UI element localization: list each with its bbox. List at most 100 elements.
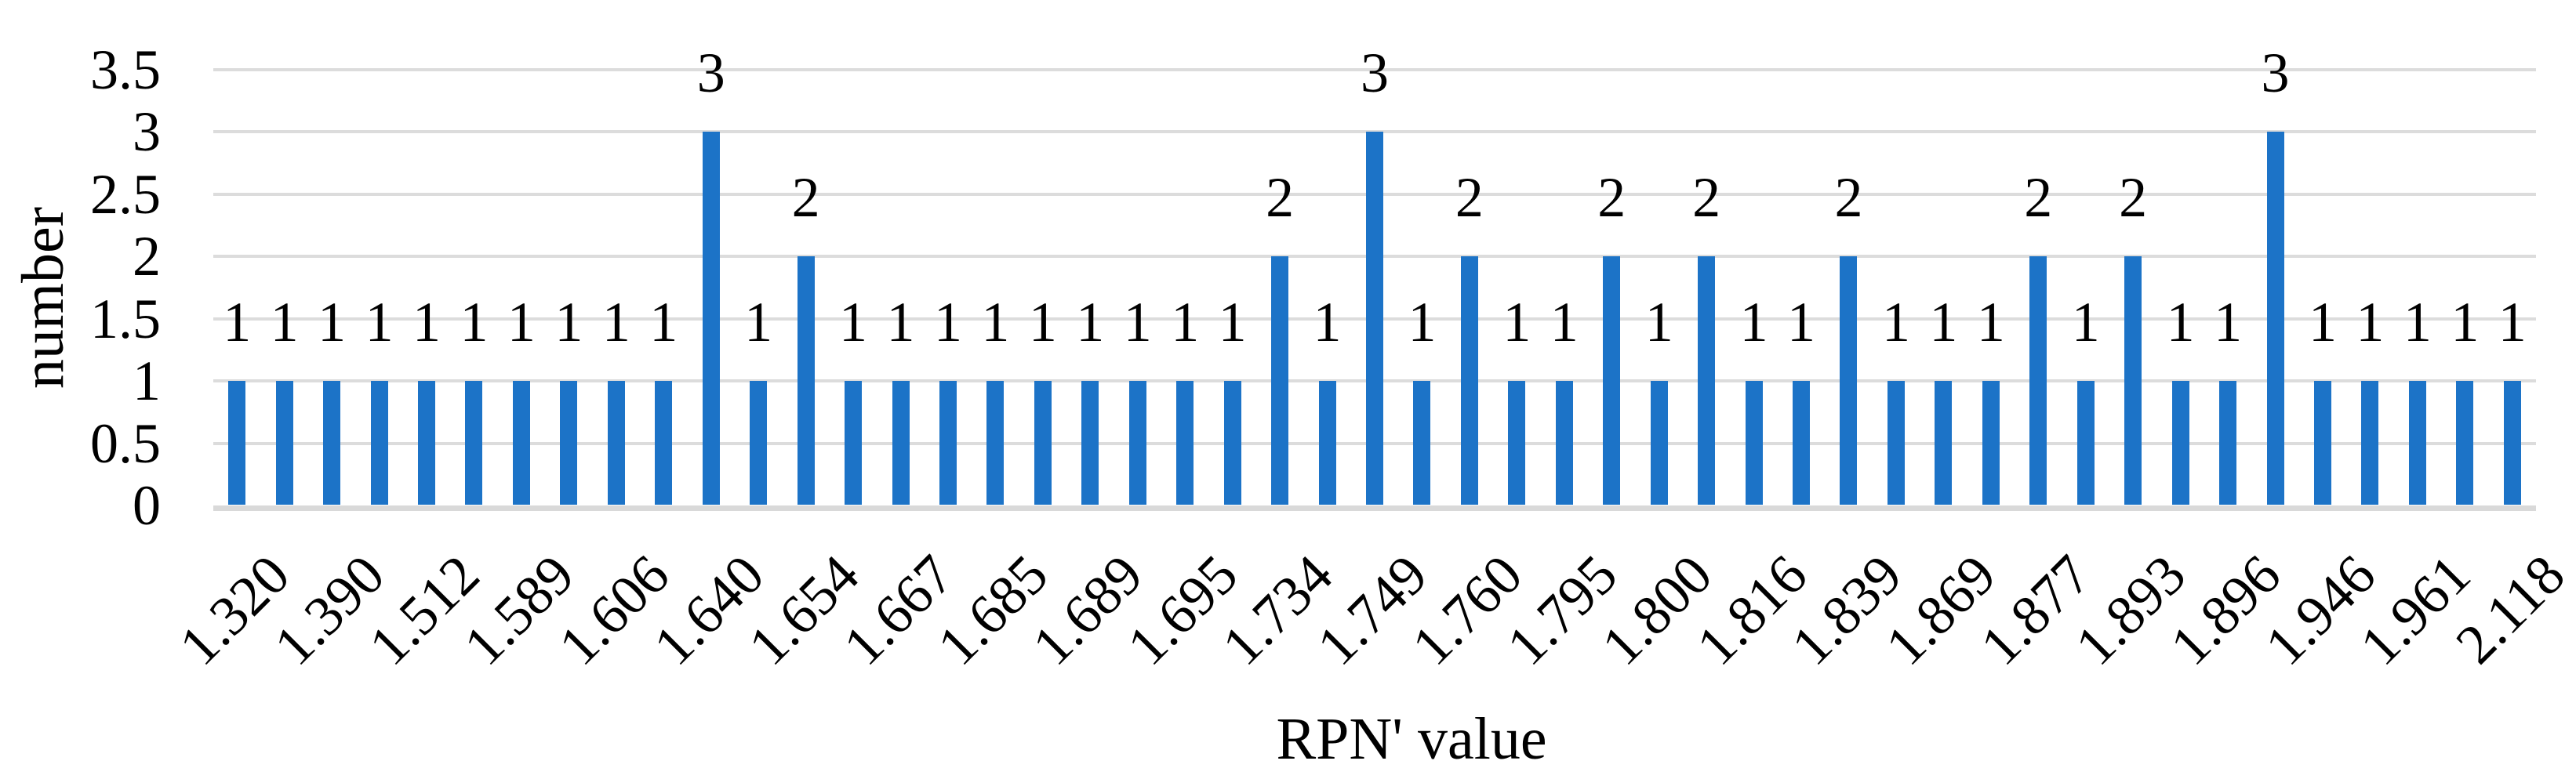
bar: [1413, 381, 1431, 505]
bar-value-label: 1: [412, 291, 441, 353]
bar: [1603, 256, 1621, 505]
bar: [1555, 381, 1573, 505]
bar-value-label: 2: [1455, 166, 1484, 229]
x-tick-label: 1.695: [1115, 542, 1250, 677]
bar: [1887, 381, 1905, 505]
x-tick-label: 1.734: [1210, 542, 1345, 677]
bar-value-label: 1: [744, 291, 773, 353]
x-tick-label: 1.869: [1873, 542, 2008, 677]
bar: [560, 381, 578, 505]
y-tick-label: 3.5: [90, 38, 161, 101]
bar-value-label: 1: [933, 291, 962, 353]
y-tick-label: 3: [133, 100, 161, 163]
bar: [2456, 381, 2474, 505]
bar: [1982, 381, 2000, 505]
gridline: [213, 67, 2536, 71]
bar-value-label: 1: [1123, 291, 1152, 353]
bar-value-label: 1: [839, 291, 868, 353]
bar: [1223, 381, 1241, 505]
bar: [2029, 256, 2047, 505]
bar-value-label: 1: [601, 291, 630, 353]
bar: [512, 381, 530, 505]
bar: [418, 381, 436, 505]
bar: [1034, 381, 1052, 505]
bar: [2361, 381, 2379, 505]
bar-value-label: 1: [1218, 291, 1247, 353]
bar-value-label: 1: [2451, 291, 2480, 353]
bar-value-label: 1: [1313, 291, 1342, 353]
bar: [986, 381, 1005, 505]
bar-value-label: 1: [270, 291, 299, 353]
bar-value-label: 2: [791, 166, 820, 229]
y-tick-label: 0: [133, 474, 161, 537]
bar-value-label: 1: [2071, 291, 2100, 353]
bar-value-label: 1: [460, 291, 489, 353]
bar: [797, 256, 815, 505]
bar-value-label: 1: [365, 291, 394, 353]
x-tick-label: 1.667: [830, 542, 965, 677]
bar-value-label: 1: [1550, 291, 1579, 353]
bar-value-label: 1: [886, 291, 915, 353]
bar: [323, 381, 341, 505]
bar: [1271, 256, 1289, 505]
x-axis-line: [213, 505, 2536, 511]
x-tick-label: 1.654: [736, 542, 871, 677]
x-tick-label: 1.640: [641, 542, 776, 677]
x-tick-label: 1.390: [262, 542, 397, 677]
bar: [228, 381, 246, 505]
x-tick-label: 1.685: [925, 542, 1060, 677]
bar: [845, 381, 863, 505]
bar-value-label: 1: [2403, 291, 2432, 353]
bar: [2503, 381, 2521, 505]
bar: [892, 381, 910, 505]
bar-value-label: 1: [318, 291, 347, 353]
x-tick-label: 1.839: [1778, 542, 1913, 677]
y-tick-label: 0.5: [90, 411, 161, 475]
bar: [1793, 381, 1811, 505]
bar-value-label: 1: [1408, 291, 1437, 353]
x-tick-label: 1.795: [1495, 542, 1630, 677]
x-tick-label: 1.589: [452, 542, 587, 677]
y-tick-label: 2.5: [90, 162, 161, 226]
bar: [1176, 381, 1194, 505]
bar-value-label: 1: [649, 291, 678, 353]
bar: [1318, 381, 1336, 505]
y-tick-label: 1: [133, 350, 161, 412]
bar-value-label: 1: [1787, 291, 1816, 353]
bar: [750, 381, 768, 505]
bar-value-label: 1: [1171, 291, 1200, 353]
bar: [2076, 381, 2095, 505]
bar: [1840, 256, 1858, 505]
y-tick-label: 1.5: [90, 287, 161, 350]
bar-value-label: 3: [696, 42, 725, 104]
bar-value-label: 2: [1266, 166, 1295, 229]
bar: [2313, 381, 2331, 505]
x-axis-title: RPN' value: [1276, 706, 1547, 772]
x-tick-label: 1.689: [1020, 542, 1155, 677]
bar-value-label: 1: [2166, 291, 2195, 353]
x-tick-label: 1.760: [1400, 542, 1535, 677]
bar: [2266, 132, 2284, 505]
bar: [655, 381, 673, 505]
bar-value-label: 1: [1076, 291, 1105, 353]
x-tick-label: 1.512: [357, 542, 492, 677]
bar: [2408, 381, 2426, 505]
bar-value-label: 1: [1739, 291, 1768, 353]
bar-value-label: 1: [1929, 291, 1958, 353]
bar-value-label: 1: [1976, 291, 2005, 353]
bar-value-label: 1: [1644, 291, 1673, 353]
bar: [1650, 381, 1668, 505]
bar: [1081, 381, 1099, 505]
bar: [1935, 381, 1953, 505]
x-tick-label: 1.896: [2158, 542, 2293, 677]
x-tick-label: 1.800: [1590, 542, 1724, 677]
bar-value-label: 2: [1597, 166, 1626, 229]
x-tick-label: 1.893: [2063, 542, 2198, 677]
bar: [1366, 132, 1383, 505]
bar: [2171, 381, 2189, 505]
bar: [465, 381, 483, 505]
bar: [2124, 256, 2142, 505]
bar-value-label: 3: [1361, 42, 1389, 104]
bar: [1460, 256, 1478, 505]
bar-value-label: 1: [1028, 291, 1057, 353]
